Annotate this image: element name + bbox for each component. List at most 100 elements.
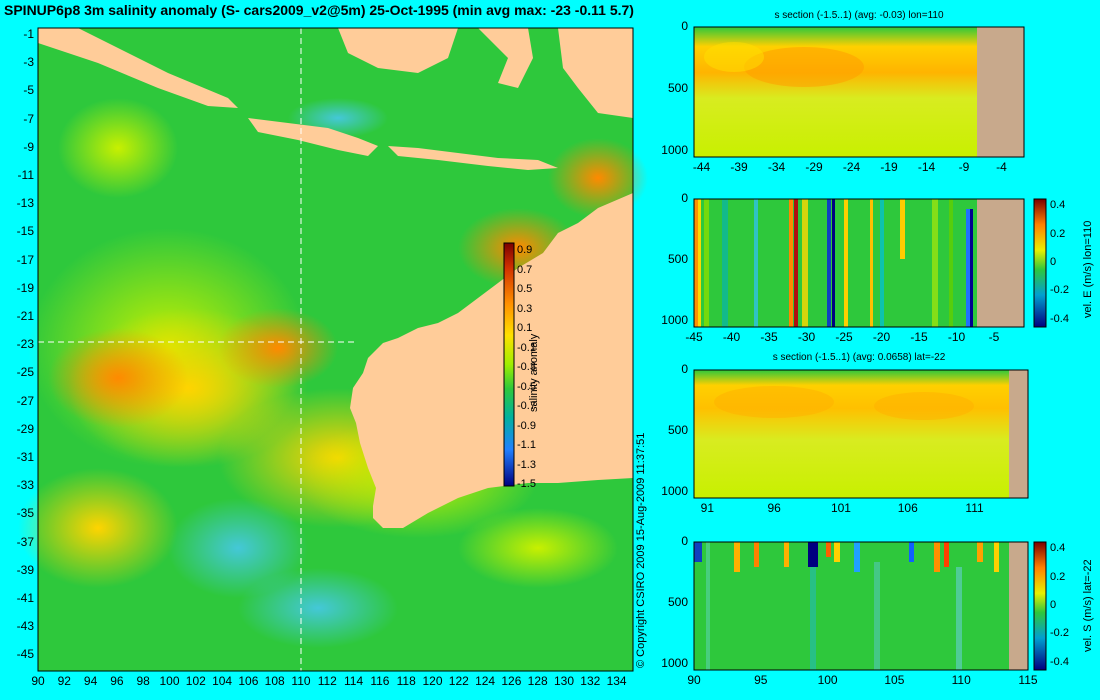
velocity-stripe — [808, 542, 818, 567]
panel-x-tick: -39 — [730, 160, 748, 174]
map-y-tick: -17 — [16, 252, 34, 267]
map-y-tick: -35 — [16, 506, 34, 521]
map-y-tick: -9 — [23, 139, 34, 154]
panel-x-tick: -9 — [958, 160, 970, 174]
s-section-lat-22 — [693, 369, 1029, 499]
map-x-tick: 130 — [553, 674, 575, 688]
s-section-lon110 — [693, 26, 1025, 158]
map-y-tick: -11 — [17, 168, 34, 182]
panel-x-tick: -14 — [917, 160, 936, 174]
map-x-tick: 110 — [291, 674, 311, 688]
map-x-tick: 96 — [110, 674, 124, 688]
velocity-stripe — [934, 542, 940, 572]
map-y-tick: -27 — [16, 393, 34, 408]
map-y-tick: -33 — [16, 478, 34, 493]
velocity-stripe — [827, 199, 831, 327]
map-colorbar-tick: -1.3 — [517, 458, 536, 471]
panel-y-tick: 1000 — [661, 483, 688, 498]
velocity-stripe — [706, 542, 710, 670]
velocity-stripe — [949, 199, 953, 327]
panel-x-tick: -15 — [910, 330, 928, 344]
velocity-stripe — [870, 199, 873, 327]
map-x-tick: 104 — [212, 674, 233, 688]
map-y-tick: -37 — [16, 534, 34, 549]
panel-x-tick: 100 — [817, 673, 838, 687]
velocity-stripe — [789, 199, 793, 327]
panel-y-tick: 0 — [681, 362, 688, 376]
map-colorbar-tick: 0.3 — [517, 302, 533, 315]
panel-y-tick: 0 — [681, 534, 688, 548]
newguinea-land — [558, 28, 633, 118]
panel-x-tick: 95 — [754, 673, 768, 687]
panel-y-tick: 1000 — [661, 142, 688, 157]
map-colorbar-tick: 0.5 — [517, 283, 533, 295]
velocity-stripe — [932, 199, 938, 327]
map-x-tick: 118 — [396, 674, 416, 688]
colorbar-tick: 0 — [1050, 256, 1057, 268]
velocity-stripe — [977, 542, 983, 562]
panel-y-tick: 0 — [681, 191, 688, 205]
map-y-tick: -3 — [23, 55, 34, 70]
panel-x-tick: -30 — [797, 330, 816, 344]
panel-y-tick: 0 — [681, 19, 688, 33]
lesser-sunda-land — [388, 146, 558, 170]
map-colorbar-tick: -0.3 — [517, 361, 536, 373]
panel-x-tick: -44 — [692, 160, 711, 174]
map-y-tick: -39 — [16, 562, 34, 577]
colorbar-tick: 0.2 — [1050, 227, 1066, 240]
colorbar-tick: -0.4 — [1050, 312, 1069, 325]
map-y-tick: -45 — [16, 647, 34, 662]
panel-x-tick: -4 — [996, 160, 1007, 174]
vel-s-colorbar — [1033, 541, 1047, 671]
panel-x-tick: 90 — [687, 673, 701, 687]
colorbar-tick: 0 — [1050, 599, 1057, 611]
map-colorbar-tick: 0.7 — [517, 263, 533, 276]
map-x-tick: 124 — [475, 674, 496, 688]
panel1-title: s section (-1.5..1) (avg: -0.03) lon=110 — [774, 10, 944, 21]
map-y-tick: -29 — [16, 421, 34, 436]
panel-x-tick: 110 — [951, 673, 971, 687]
main-title: SPINUP6p8 3m salinity anomaly (S- cars20… — [4, 2, 634, 18]
velocity-stripe — [844, 199, 848, 327]
panel-x-tick: 106 — [897, 501, 918, 515]
velocity-stripe — [832, 199, 835, 327]
velocity-stripe — [834, 542, 840, 562]
velocity-stripe — [754, 199, 758, 327]
panel-y-tick: 1000 — [661, 655, 688, 670]
salinity-map — [18, 27, 648, 672]
velocity-stripe — [698, 199, 701, 327]
panel-x-tick: -10 — [947, 330, 966, 344]
velocity-stripe — [966, 209, 970, 327]
map-x-tick: 92 — [57, 674, 71, 688]
map-x-tick: 90 — [31, 674, 45, 688]
velocity-stripe — [956, 567, 962, 670]
velocity-stripe — [754, 542, 759, 567]
velocity-stripe — [874, 562, 880, 670]
map-x-tick: 106 — [238, 674, 259, 688]
map-x-tick: 100 — [159, 674, 180, 688]
map-colorbar-tick: 0.1 — [517, 322, 533, 334]
map-y-tick: -21 — [16, 309, 34, 323]
map-colorbar-tick: -0.1 — [517, 341, 536, 354]
map-colorbar-tick: -0.5 — [517, 380, 536, 393]
map-y-tick: -1 — [23, 27, 34, 41]
panel-x-tick: 105 — [884, 673, 905, 687]
map-colorbar-tick: -1.1 — [517, 439, 536, 451]
map-x-tick: 128 — [527, 674, 548, 688]
australia-land — [350, 193, 633, 528]
velocity-stripe — [810, 567, 816, 670]
map-x-tick: 126 — [501, 674, 522, 688]
panel-x-tick: 115 — [1018, 673, 1038, 687]
java-land — [248, 118, 378, 156]
map-y-tick: -7 — [23, 111, 34, 126]
map-colorbar-label: salinity anomaly — [528, 333, 540, 412]
panel-x-tick: -25 — [835, 330, 853, 344]
map-x-tick: 98 — [136, 674, 150, 688]
panel-x-tick: -40 — [722, 330, 741, 344]
velocity-stripe — [704, 199, 709, 327]
velocity-stripe — [694, 199, 698, 327]
velocity-stripe — [909, 542, 914, 562]
vel-e-colorbar-label: vel. E (m/s) lon=110 — [1082, 220, 1094, 318]
velocity-stripe — [794, 199, 798, 327]
velocity-stripe — [970, 209, 973, 327]
